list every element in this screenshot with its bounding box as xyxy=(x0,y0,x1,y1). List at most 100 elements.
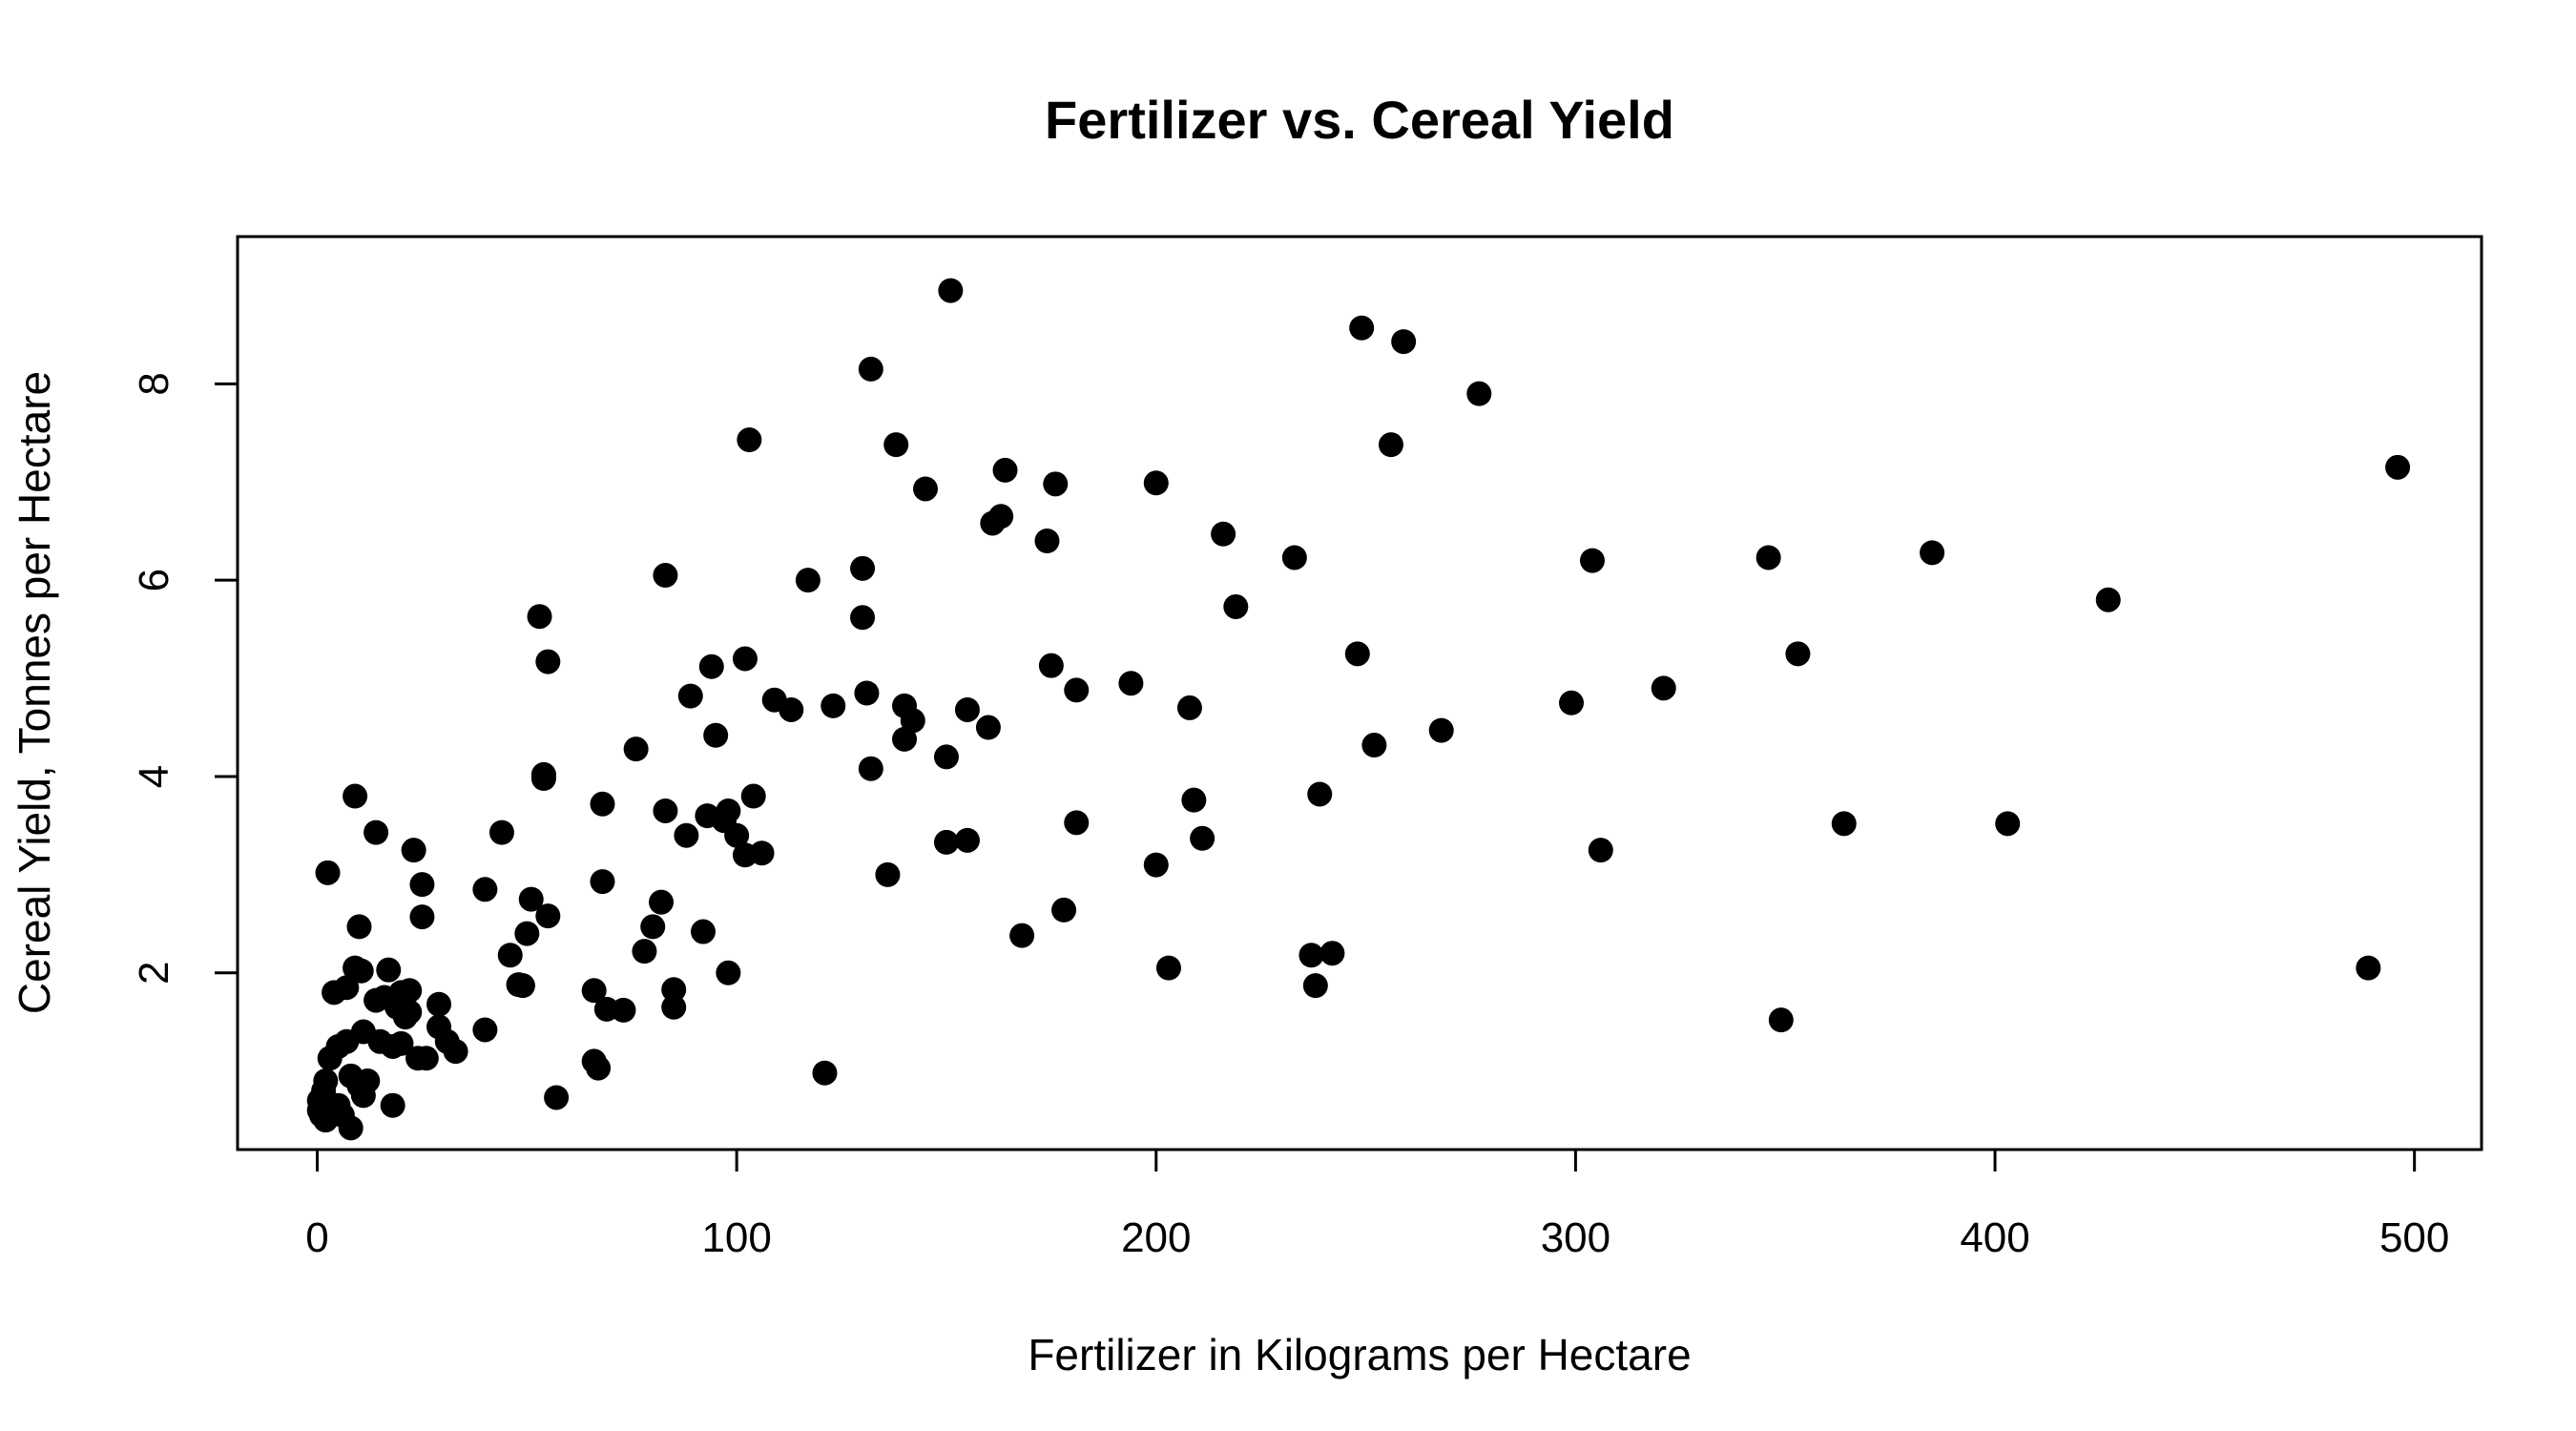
data-point xyxy=(590,791,615,817)
data-point xyxy=(850,605,876,631)
y-tick-label: 2 xyxy=(131,962,177,985)
data-point xyxy=(338,1115,364,1141)
data-point xyxy=(426,991,452,1017)
data-point xyxy=(653,798,678,823)
y-tick-label: 8 xyxy=(131,372,177,395)
data-point xyxy=(355,1068,381,1093)
data-point xyxy=(975,715,1001,740)
data-point xyxy=(1588,838,1613,863)
data-point xyxy=(2095,587,2121,612)
data-point xyxy=(1298,943,1324,968)
data-point xyxy=(544,1085,570,1110)
y-axis: 2 4 6 8 xyxy=(131,372,239,985)
data-point xyxy=(1319,941,1345,966)
data-point xyxy=(1995,811,2021,837)
data-point xyxy=(397,978,423,1004)
data-point xyxy=(497,943,523,968)
data-point xyxy=(992,457,1018,483)
data-point xyxy=(472,877,498,902)
data-point xyxy=(586,1055,612,1081)
data-point xyxy=(334,975,360,1001)
data-point xyxy=(1831,811,1857,837)
data-point xyxy=(1118,671,1144,696)
data-point xyxy=(1143,852,1169,878)
data-point xyxy=(397,999,423,1025)
data-point xyxy=(527,604,552,630)
data-point xyxy=(1211,521,1236,547)
data-point xyxy=(364,819,389,845)
data-point xyxy=(716,798,741,823)
data-point xyxy=(653,563,678,589)
data-point xyxy=(1043,471,1069,497)
data-point xyxy=(1064,677,1090,703)
x-tick-label: 500 xyxy=(2379,1214,2449,1261)
data-point xyxy=(1579,548,1605,573)
x-tick-label: 100 xyxy=(701,1214,771,1261)
data-point xyxy=(661,977,687,1003)
data-point xyxy=(1378,432,1403,458)
data-point xyxy=(346,914,372,940)
data-point xyxy=(698,653,724,679)
data-point xyxy=(611,997,636,1023)
data-point xyxy=(509,973,535,999)
data-point xyxy=(795,568,821,593)
data-point xyxy=(1181,787,1207,813)
data-point xyxy=(716,960,741,985)
data-point xyxy=(740,783,766,809)
data-point xyxy=(2356,955,2381,981)
data-point xyxy=(1428,717,1454,743)
data-point xyxy=(535,903,561,929)
data-point xyxy=(661,994,687,1020)
data-point xyxy=(1223,593,1249,619)
data-point xyxy=(348,958,374,984)
data-point xyxy=(954,827,980,853)
data-point xyxy=(850,555,876,581)
x-tick-label: 300 xyxy=(1541,1214,1610,1261)
data-point xyxy=(821,693,846,718)
data-point xyxy=(724,822,750,848)
y-tick-label: 4 xyxy=(131,765,177,788)
data-point xyxy=(1651,675,1676,701)
x-tick-label: 200 xyxy=(1121,1214,1191,1261)
data-point xyxy=(1755,545,1781,570)
data-point xyxy=(413,1046,439,1071)
data-point xyxy=(590,869,615,895)
data-point xyxy=(933,829,959,855)
x-tick-label: 0 xyxy=(305,1214,328,1261)
data-point xyxy=(409,904,435,930)
data-point xyxy=(514,921,540,946)
data-point xyxy=(535,649,561,674)
x-axis-label: Fertilizer in Kilograms per Hectare xyxy=(1028,1330,1691,1379)
data-point xyxy=(1466,381,1492,406)
data-point xyxy=(954,696,980,722)
data-point xyxy=(649,889,675,915)
data-point xyxy=(472,1017,498,1043)
data-point xyxy=(1559,690,1585,716)
data-point xyxy=(1176,695,1202,720)
data-point xyxy=(1361,733,1387,758)
data-point xyxy=(1349,315,1375,341)
y-tick-label: 6 xyxy=(131,569,177,591)
data-point xyxy=(1920,540,1945,566)
data-point xyxy=(1038,653,1064,678)
y-axis-label: Cereal Yield, Tonnes per Hectare xyxy=(10,371,59,1014)
data-point xyxy=(1768,1007,1794,1033)
data-point xyxy=(1143,470,1169,496)
data-point xyxy=(912,476,938,502)
data-point xyxy=(749,840,775,866)
data-point xyxy=(1344,641,1370,667)
data-point xyxy=(623,736,649,762)
data-point xyxy=(933,744,959,770)
data-point xyxy=(703,722,729,748)
data-point xyxy=(443,1039,468,1065)
data-point xyxy=(401,838,426,863)
data-point xyxy=(581,978,607,1004)
data-point xyxy=(530,761,556,787)
data-point xyxy=(900,708,925,734)
data-point xyxy=(343,783,368,809)
data-point xyxy=(1051,897,1077,923)
data-point xyxy=(409,872,435,898)
data-point xyxy=(690,919,716,944)
data-point xyxy=(1064,810,1090,836)
